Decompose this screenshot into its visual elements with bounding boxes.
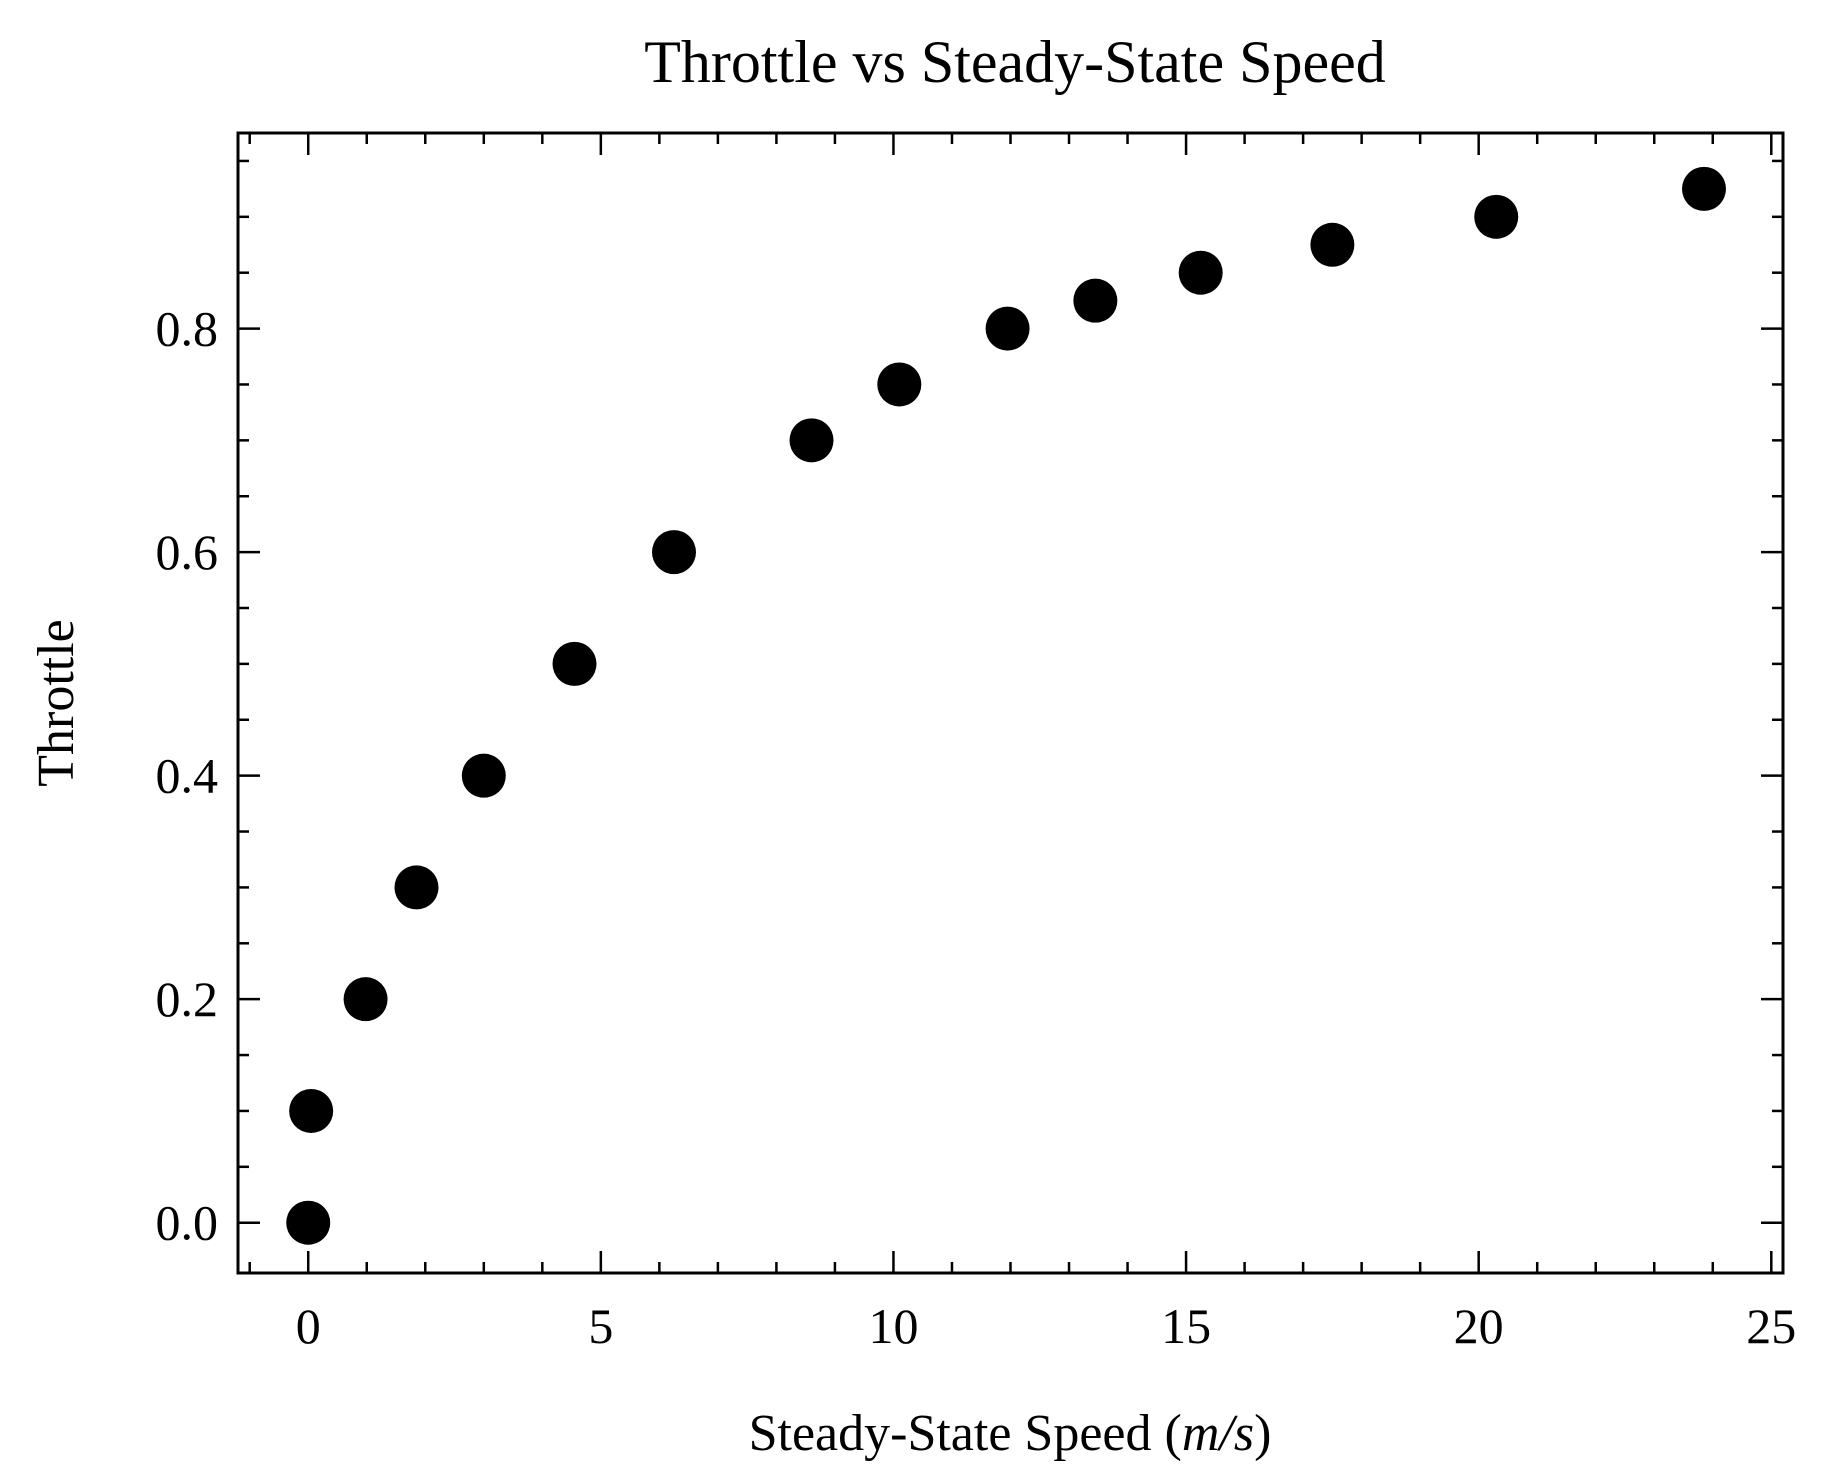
plot-frame: [236, 131, 1785, 1275]
x-tick-label: 25: [1746, 1298, 1796, 1354]
x-tick-label: 20: [1454, 1298, 1504, 1354]
data-points: [286, 166, 1726, 1245]
data-point: [343, 977, 388, 1022]
data-point: [789, 418, 834, 463]
data-point: [394, 865, 439, 910]
x-tick-label: 0: [296, 1298, 321, 1354]
plot-area-border: [236, 131, 1785, 1275]
chart-title: Throttle vs Steady-State Speed: [644, 29, 1386, 95]
data-point: [1681, 166, 1726, 211]
x-tick-label: 15: [1161, 1298, 1211, 1354]
y-tick-label: 0.0: [156, 1195, 219, 1251]
data-point: [877, 362, 922, 407]
x-axis-label-unit: m/s: [1182, 1405, 1254, 1462]
y-tick-label: 0.6: [156, 524, 219, 580]
y-tick-label: 0.2: [156, 971, 219, 1027]
data-point: [552, 641, 597, 686]
data-point: [461, 753, 506, 798]
data-point: [286, 1200, 331, 1245]
data-point: [1474, 194, 1519, 239]
data-point: [1310, 222, 1355, 267]
axis-ticks: [238, 133, 1783, 1273]
y-tick-label: 0.8: [156, 301, 219, 357]
y-axis-label: Throttle: [28, 619, 85, 787]
data-point: [1073, 278, 1118, 323]
axis-tick-labels: 0 5 10 15 20 25 0.0 0.2 0.4 0.6 0.8: [156, 301, 1797, 1354]
y-tick-label: 0.4: [156, 748, 219, 804]
x-tick-label: 10: [868, 1298, 918, 1354]
data-point: [289, 1088, 334, 1133]
data-point: [985, 306, 1030, 351]
data-point: [651, 530, 696, 575]
x-axis-label-prefix: Steady-State Speed (: [749, 1405, 1182, 1462]
x-axis-label: Steady-State Speed (m/s): [749, 1405, 1272, 1462]
x-axis-label-suffix: ): [1254, 1405, 1271, 1462]
x-tick-label: 5: [588, 1298, 613, 1354]
data-point: [1178, 250, 1223, 295]
